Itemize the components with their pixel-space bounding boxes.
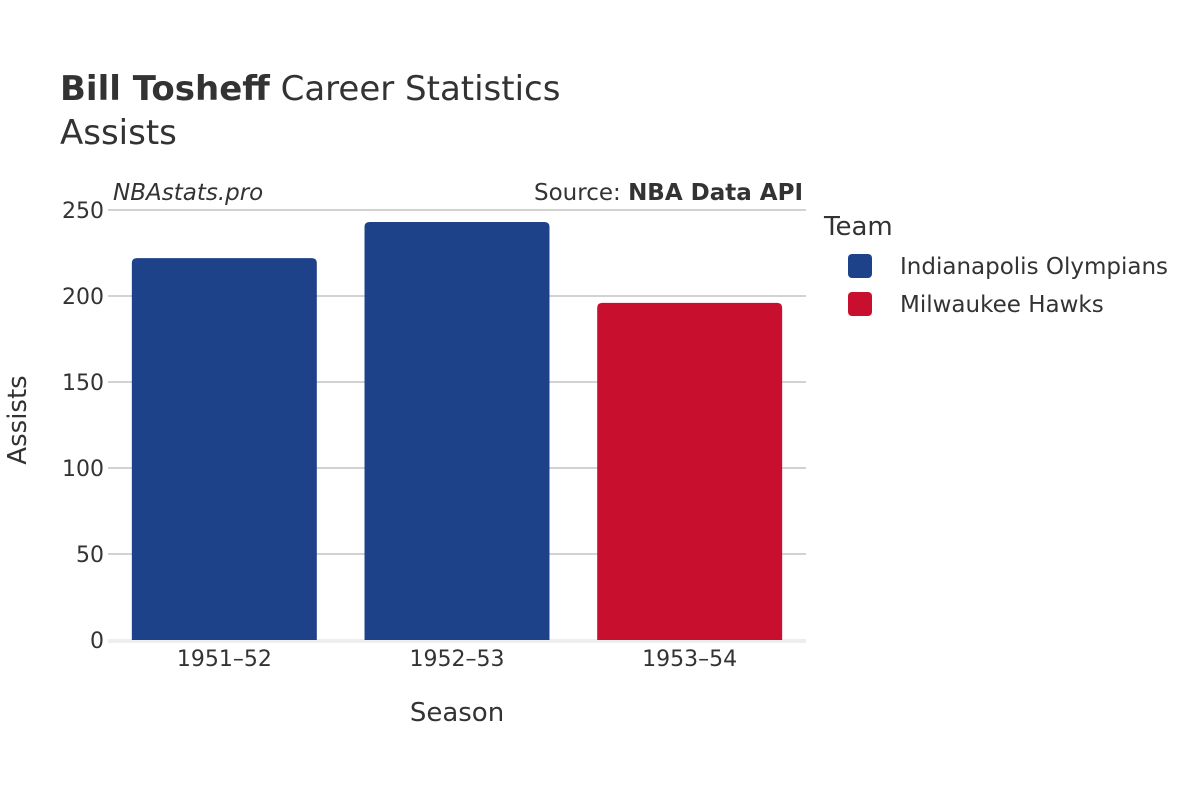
y-tick-label: 150 bbox=[62, 371, 104, 396]
x-ticks: 1951–52 1952–53 1953–54 bbox=[177, 647, 737, 672]
y-axis-title: Assists bbox=[3, 375, 33, 464]
bars bbox=[131, 222, 783, 641]
bar bbox=[597, 302, 783, 640]
source-note: Source: NBA Data API bbox=[534, 180, 803, 206]
y-ticks: 0 50 100 150 200 250 bbox=[62, 199, 104, 654]
legend-swatch bbox=[848, 254, 872, 278]
chart-title: Bill Tosheff Career Statistics bbox=[60, 69, 560, 109]
y-tick-label: 50 bbox=[76, 543, 104, 568]
source-prefix: Source: bbox=[534, 180, 628, 206]
y-tick-label: 250 bbox=[62, 199, 104, 224]
x-axis-title: Season bbox=[410, 698, 504, 728]
y-tick-label: 0 bbox=[90, 629, 104, 654]
legend-label: Milwaukee Hawks bbox=[900, 292, 1104, 318]
y-tick-label: 100 bbox=[62, 457, 104, 482]
x-tick-label: 1951–52 bbox=[177, 647, 272, 672]
bar bbox=[364, 222, 550, 641]
title-player: Bill Tosheff bbox=[60, 69, 270, 109]
chart-subtitle: Assists bbox=[60, 113, 177, 153]
legend-label: Indianapolis Olympians bbox=[900, 254, 1168, 280]
x-tick-label: 1952–53 bbox=[410, 647, 505, 672]
legend: Indianapolis Olympians Milwaukee Hawks bbox=[848, 254, 1168, 318]
legend-swatch bbox=[848, 292, 872, 316]
source-name: NBA Data API bbox=[628, 180, 803, 206]
title-rest: Career Statistics bbox=[270, 69, 561, 109]
watermark: NBAstats.pro bbox=[113, 180, 263, 206]
bar bbox=[131, 258, 317, 640]
x-tick-label: 1953–54 bbox=[642, 647, 737, 672]
legend-title: Team bbox=[823, 212, 893, 242]
y-tick-label: 200 bbox=[62, 285, 104, 310]
